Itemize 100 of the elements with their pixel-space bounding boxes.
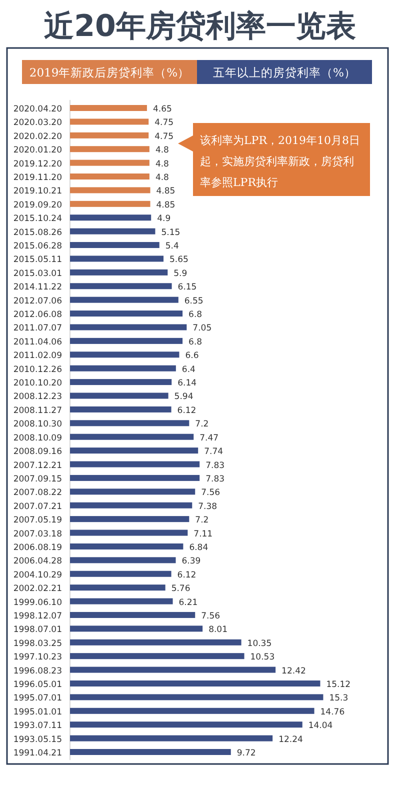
data-label: 6.8	[188, 310, 202, 320]
y-tick-label: 2019.12.20	[13, 159, 62, 170]
y-tick-label: 1991.04.21	[13, 748, 62, 758]
data-label: 7.83	[206, 474, 225, 484]
y-tick-label: 2020.01.20	[13, 146, 62, 156]
y-tick-label: 1996.08.23	[13, 666, 62, 676]
data-label: 7.83	[206, 460, 225, 471]
y-tick-label: 2015.03.01	[13, 268, 62, 279]
y-tick-label: 2020.02.20	[13, 132, 62, 142]
data-label: 6.15	[178, 282, 197, 293]
y-tick-label: 2015.08.26	[13, 228, 62, 238]
data-label: 7.74	[204, 447, 224, 458]
data-label: 12.42	[282, 666, 306, 676]
data-label: 4.65	[152, 104, 172, 114]
data-label: 4.8	[155, 159, 169, 170]
y-tick-label: 2011.04.06	[13, 337, 62, 348]
data-label: 12.24	[278, 734, 303, 745]
data-label: 9.72	[236, 748, 256, 758]
y-tick-label: 1993.05.15	[13, 734, 62, 745]
y-tick-label: 2007.03.18	[13, 529, 62, 540]
data-label: 5.9	[174, 268, 188, 279]
y-tick-label: 2012.07.06	[13, 296, 62, 306]
y-tick-label: 1999.06.10	[13, 598, 62, 608]
data-label: 5.65	[170, 255, 188, 266]
y-tick-label: 2006.08.19	[13, 542, 62, 553]
y-tick-label: 2008.12.23	[13, 392, 62, 402]
data-label: 5.76	[171, 584, 190, 594]
data-label: 6.21	[178, 598, 198, 608]
y-tick-label: 2007.08.22	[13, 488, 62, 498]
y-tick-label: 2006.04.28	[13, 556, 62, 567]
y-tick-label: 2020.03.20	[13, 118, 62, 128]
y-tick-label: 2012.06.08	[13, 310, 62, 320]
y-tick-label: 2008.09.16	[13, 447, 62, 458]
data-label: 4.75	[154, 132, 174, 142]
data-label: 6.4	[182, 364, 196, 375]
y-tick-label: 2004.10.29	[13, 570, 62, 580]
y-tick-label: 1995.01.01	[13, 707, 62, 718]
data-label: 15.12	[326, 680, 351, 690]
y-tick-label: 1993.07.11	[13, 721, 62, 732]
y-tick-label: 2007.05.19	[13, 516, 62, 526]
annotation: 该利率为LPR，2019年10月8日起，实施房贷利率新政，房贷利率参照LPR执行	[200, 134, 360, 189]
y-tick-label: 2015.06.28	[13, 242, 62, 252]
data-label: 6.12	[177, 570, 196, 580]
data-label: 4.8	[155, 173, 169, 184]
y-tick-label: 1998.03.25	[13, 638, 62, 649]
legend-item: 五年以上的房贷利率（%）	[197, 60, 372, 84]
data-label: 4.8	[155, 146, 169, 156]
data-label: 6.8	[188, 337, 202, 348]
y-tick-label: 1998.07.01	[13, 625, 62, 636]
data-label: 7.05	[192, 324, 212, 334]
y-tick-label: 1996.05.01	[13, 680, 62, 690]
y-tick-label: 2008.11.27	[13, 406, 62, 416]
y-tick-label: 1997.10.23	[13, 652, 62, 663]
y-tick-label: 2007.12.21	[13, 460, 62, 471]
data-label: 6.12	[177, 406, 196, 416]
data-label: 4.9	[157, 214, 171, 224]
data-label: 7.47	[200, 433, 219, 444]
y-tick-label: 2019.09.20	[13, 200, 62, 210]
data-label: 7.38	[198, 502, 218, 512]
data-label: 14.04	[308, 721, 333, 732]
legend-item: 2019年新政后房贷利率（%）	[22, 60, 197, 84]
data-label: 4.85	[156, 200, 176, 210]
data-label: 14.76	[320, 707, 345, 718]
data-label: 6.14	[178, 378, 197, 389]
y-tick-label: 2015.10.24	[13, 214, 62, 224]
y-tick-label: 2011.02.09	[13, 351, 62, 362]
data-label: 10.35	[247, 638, 272, 649]
data-label: 10.53	[250, 652, 275, 663]
title: 近20年房贷利率一览表	[44, 9, 356, 44]
data-label: 7.2	[195, 516, 209, 526]
y-tick-label: 1995.07.01	[13, 694, 62, 704]
y-tick-label: 2014.11.22	[13, 282, 62, 293]
y-tick-label: 2019.10.21	[13, 186, 62, 197]
y-tick-label: 2020.04.20	[13, 104, 62, 114]
data-label: 4.75	[154, 118, 174, 128]
data-label: 8.01	[208, 625, 228, 636]
data-label: 7.11	[194, 529, 213, 540]
data-label: 5.15	[161, 228, 180, 238]
data-label: 6.84	[189, 542, 208, 553]
y-tick-label: 2002.02.21	[13, 584, 62, 594]
y-tick-label: 2019.11.20	[13, 173, 62, 184]
y-tick-label: 1998.12.07	[13, 611, 62, 622]
data-label: 6.39	[182, 556, 201, 567]
y-tick-label: 2010.12.26	[13, 364, 62, 375]
data-label: 6.55	[184, 296, 204, 306]
data-label: 5.4	[165, 242, 179, 252]
y-tick-label: 2008.10.09	[13, 433, 62, 444]
data-label: 7.56	[201, 611, 220, 622]
y-tick-label: 2015.05.11	[13, 255, 62, 266]
y-tick-label: 2010.10.20	[13, 378, 62, 389]
data-label: 5.94	[174, 392, 194, 402]
data-label: 7.2	[195, 420, 209, 430]
y-tick-label: 2008.10.30	[13, 420, 62, 430]
y-tick-label: 2007.07.21	[13, 502, 62, 512]
y-tick-label: 2011.07.07	[13, 324, 62, 334]
y-tick-label: 2007.09.15	[13, 474, 62, 484]
data-label: 6.6	[185, 351, 199, 362]
data-label: 7.56	[201, 488, 220, 498]
data-label: 4.85	[156, 186, 176, 197]
data-label: 15.3	[329, 694, 348, 704]
